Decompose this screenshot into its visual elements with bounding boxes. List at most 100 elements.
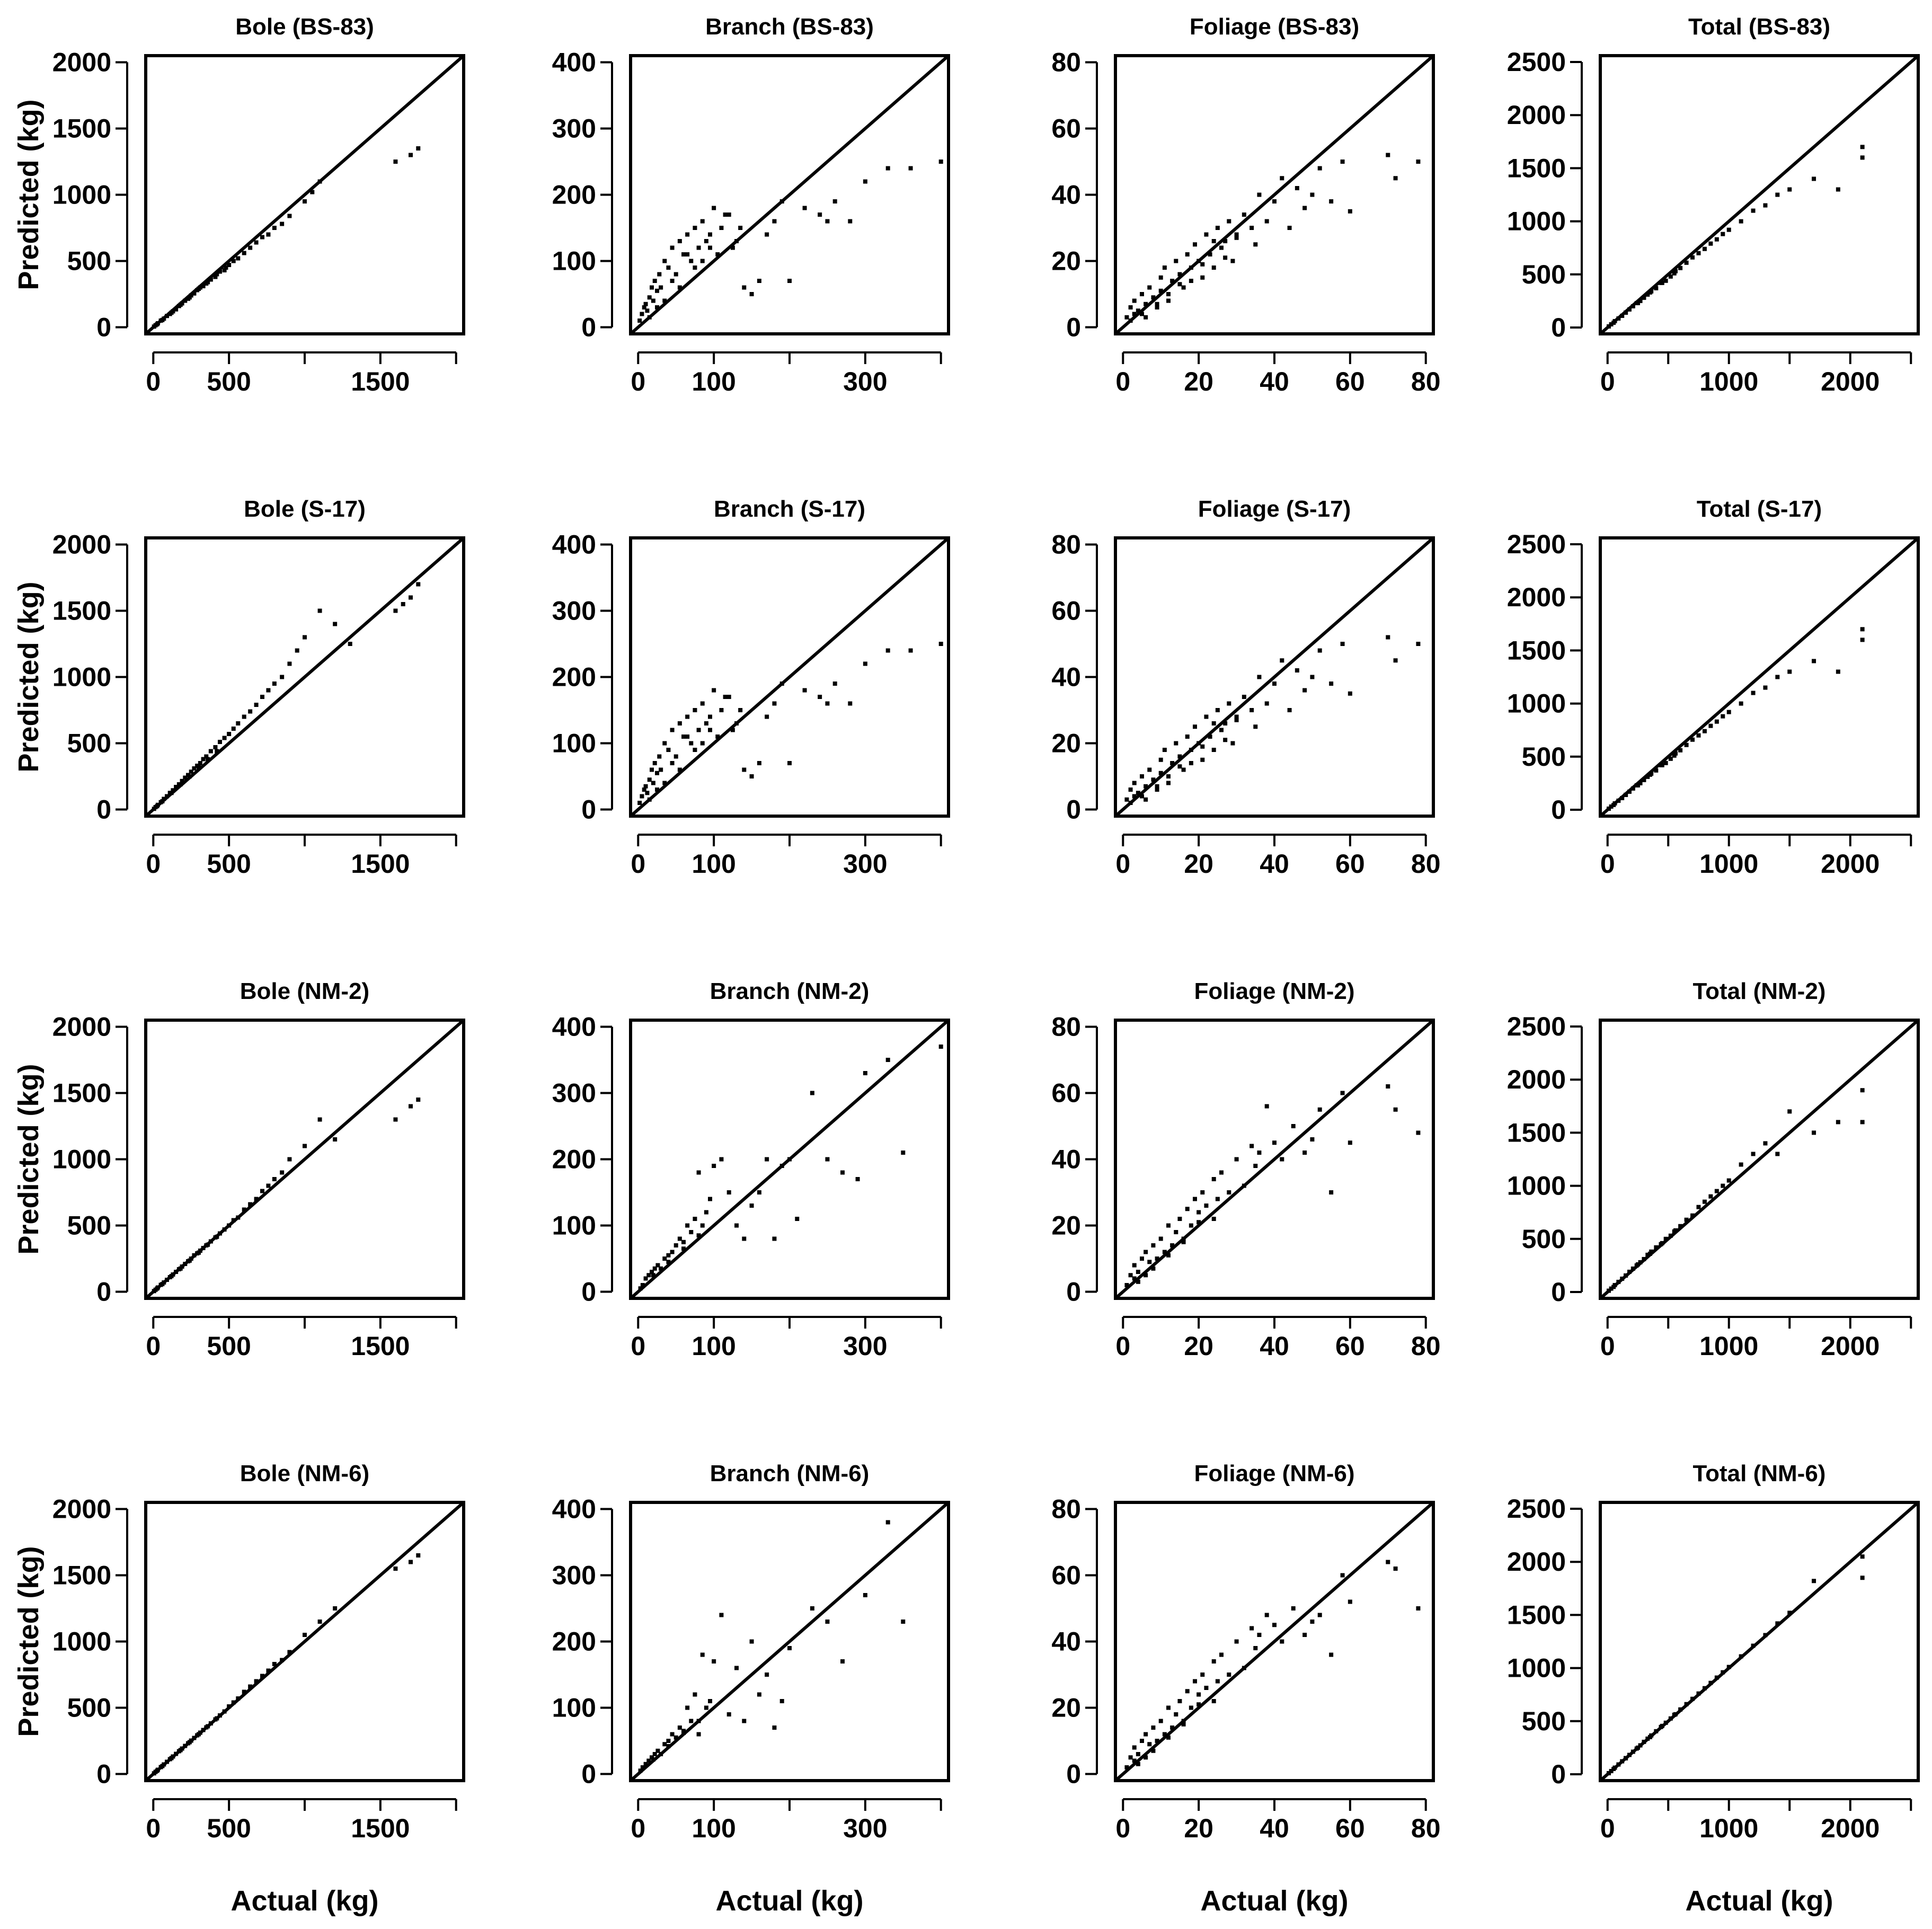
data-point (183, 1262, 188, 1266)
x-tick-label: 0 (146, 367, 161, 396)
data-point (693, 1217, 697, 1221)
data-point (715, 252, 720, 256)
data-point (310, 190, 315, 194)
data-point (317, 1117, 322, 1122)
data-point (1219, 245, 1224, 250)
y-tick-label: 20 (1051, 246, 1081, 276)
data-point (169, 1274, 174, 1278)
data-point (681, 1240, 686, 1244)
data-point (757, 761, 761, 765)
data-point (734, 239, 739, 243)
data-point (1140, 794, 1144, 799)
data-point (659, 1266, 663, 1271)
data-point (1860, 1088, 1865, 1093)
data-point (1140, 774, 1144, 778)
data-point (333, 1606, 338, 1611)
x-tick-label: 0 (631, 1813, 645, 1843)
data-point (1253, 1164, 1258, 1168)
data-point (1177, 1699, 1182, 1703)
data-point (1136, 791, 1140, 795)
data-point (1166, 1223, 1171, 1228)
data-point (1272, 1623, 1277, 1627)
data-point (1393, 1567, 1398, 1571)
data-point (242, 1207, 246, 1212)
data-point (704, 721, 708, 725)
plot-frame (1599, 536, 1920, 818)
data-point (1132, 1276, 1137, 1281)
data-point (643, 1276, 648, 1281)
data-point (409, 153, 413, 157)
data-point (197, 1732, 201, 1737)
data-point (1189, 279, 1193, 283)
data-point (1393, 1107, 1398, 1112)
y-tick-label: 0 (96, 313, 111, 342)
data-point (1635, 1745, 1640, 1750)
data-point (1616, 798, 1621, 803)
y-tick-label: 1000 (52, 662, 111, 692)
y-tick-label: 1500 (52, 114, 111, 144)
data-point (393, 608, 398, 613)
one-to-one-line (630, 536, 950, 818)
data-point (254, 240, 259, 245)
data-point (1638, 1260, 1643, 1264)
data-point (1295, 668, 1299, 673)
data-point (1645, 1252, 1650, 1257)
data-point (863, 179, 867, 184)
data-point (1128, 1273, 1133, 1278)
data-point (1812, 1130, 1816, 1135)
data-point (1654, 768, 1659, 773)
data-point (189, 769, 193, 774)
y-tick-label: 500 (67, 729, 111, 758)
data-point (757, 279, 761, 283)
data-point (1189, 761, 1193, 765)
data-point (655, 771, 659, 775)
data-point (174, 1751, 179, 1756)
x-tick-label: 0 (1115, 849, 1130, 879)
plot-frame (144, 54, 465, 335)
x-tick-label: 80 (1411, 367, 1441, 396)
data-point (1696, 251, 1701, 255)
data-point (1726, 710, 1731, 714)
data-point (1132, 312, 1137, 316)
chart-panel: Total (BS-83) 0 1000 2000 0 500 1000 1500 2000 25… (1507, 14, 1920, 396)
data-point (1763, 203, 1768, 208)
data-point (840, 1170, 845, 1175)
data-point (416, 582, 421, 587)
y-tick-label: 1500 (1507, 1118, 1566, 1147)
data-point (1329, 682, 1334, 686)
data-point (169, 311, 174, 315)
data-point (666, 266, 671, 270)
data-point (1860, 1120, 1865, 1125)
chart-panel: Branch (S-17) 0 100 300 0 100 200 300 400 (552, 496, 950, 879)
data-point (640, 1283, 645, 1287)
data-point (652, 1752, 657, 1756)
data-point (1684, 260, 1689, 265)
data-point (1660, 1723, 1664, 1728)
data-point (1635, 300, 1640, 305)
one-to-one-line (1114, 1019, 1434, 1300)
data-point (1647, 772, 1652, 777)
x-tick-label: 1500 (351, 1331, 410, 1361)
data-point (1242, 695, 1246, 699)
data-point (1200, 1190, 1205, 1194)
y-tick-label: 0 (96, 1277, 111, 1307)
data-point (1230, 259, 1235, 263)
data-point (652, 279, 657, 283)
data-point (1607, 1771, 1611, 1775)
data-point (670, 279, 675, 283)
data-point (215, 1716, 219, 1721)
data-point (1162, 748, 1167, 752)
plot-frame (629, 1501, 950, 1782)
y-tick-label: 400 (552, 48, 596, 77)
y-tick-label: 200 (552, 180, 596, 210)
y-tick-label: 60 (1051, 114, 1081, 144)
data-point (825, 1620, 830, 1624)
data-point (206, 1724, 210, 1729)
plot-frame (1599, 54, 1920, 335)
data-point (1726, 1178, 1731, 1183)
data-point (215, 1234, 219, 1239)
data-point (218, 1231, 222, 1236)
data-point (1177, 272, 1182, 277)
data-point (1645, 1736, 1650, 1741)
